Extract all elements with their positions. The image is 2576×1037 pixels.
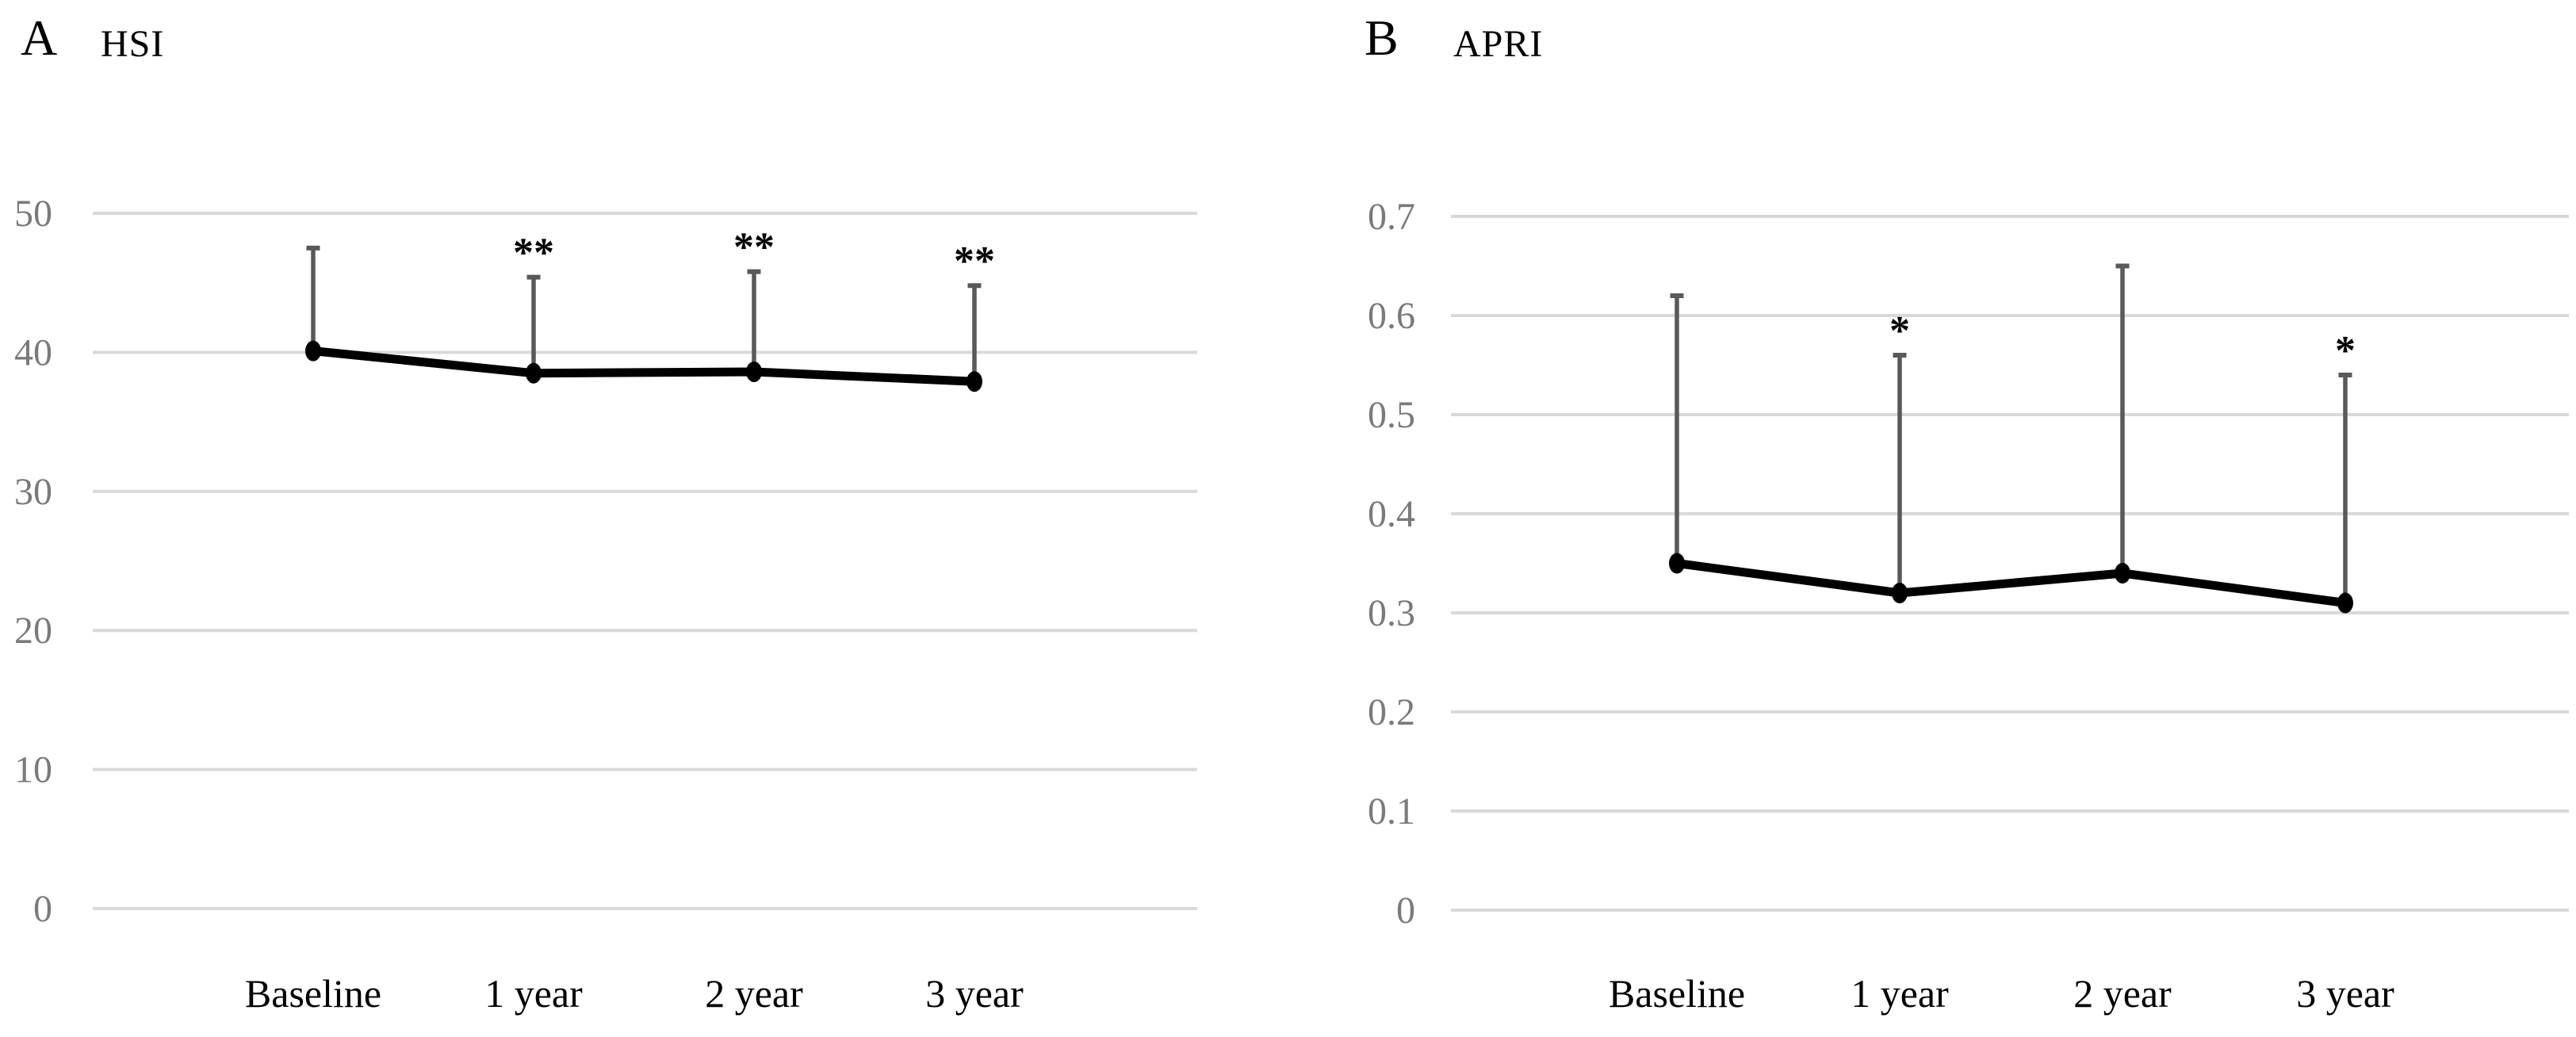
b-y-tick-label: 0.7 bbox=[1368, 196, 1415, 238]
panel-b-title: APRI bbox=[1453, 23, 1544, 65]
b-x-category-label: 2 year bbox=[2073, 971, 2172, 1016]
b-significance-marker: * bbox=[1889, 308, 1910, 354]
a-y-tick-label: 30 bbox=[14, 471, 52, 513]
a-data-point-marker bbox=[305, 340, 321, 362]
a-significance-marker: ** bbox=[513, 231, 554, 276]
a-y-tick-label: 20 bbox=[14, 610, 52, 652]
a-y-tick-label: 0 bbox=[33, 888, 52, 930]
panel-b-letter: B bbox=[1365, 10, 1399, 66]
b-y-tick-label: 0.2 bbox=[1368, 691, 1415, 733]
b-y-tick-label: 0 bbox=[1396, 890, 1415, 932]
b-data-point-marker bbox=[1669, 553, 1685, 574]
b-x-category-label: 1 year bbox=[1851, 971, 1949, 1016]
b-data-point-marker bbox=[2337, 592, 2353, 614]
a-data-point-marker bbox=[966, 371, 982, 392]
a-y-tick-label: 10 bbox=[14, 749, 52, 791]
b-x-category-label: 3 year bbox=[2296, 971, 2394, 1016]
panel-a-title: HSI bbox=[101, 23, 165, 65]
b-y-tick-label: 0.6 bbox=[1368, 295, 1415, 337]
a-significance-marker: ** bbox=[733, 225, 775, 270]
a-data-point-marker bbox=[746, 361, 762, 382]
a-x-category-label: Baseline bbox=[245, 971, 381, 1016]
b-y-tick-label: 0.1 bbox=[1368, 790, 1415, 832]
a-data-point-marker bbox=[526, 362, 542, 384]
a-series-line bbox=[308, 346, 979, 386]
a-y-tick-label: 50 bbox=[14, 193, 52, 235]
panel-a-letter: A bbox=[21, 10, 58, 66]
b-significance-marker: * bbox=[2335, 328, 2356, 373]
b-data-point-marker bbox=[2115, 563, 2130, 584]
a-x-category-label: 1 year bbox=[484, 971, 583, 1016]
b-series-line bbox=[1672, 559, 2350, 607]
b-y-tick-label: 0.5 bbox=[1368, 394, 1415, 436]
a-x-category-label: 3 year bbox=[925, 971, 1024, 1016]
a-x-category-label: 2 year bbox=[705, 971, 803, 1016]
a-significance-marker: ** bbox=[954, 239, 995, 284]
b-y-tick-label: 0.4 bbox=[1368, 493, 1415, 535]
b-y-tick-label: 0.3 bbox=[1368, 592, 1415, 634]
a-y-tick-label: 40 bbox=[14, 331, 52, 373]
b-data-point-marker bbox=[1892, 583, 1908, 603]
b-x-category-label: Baseline bbox=[1609, 971, 1745, 1016]
